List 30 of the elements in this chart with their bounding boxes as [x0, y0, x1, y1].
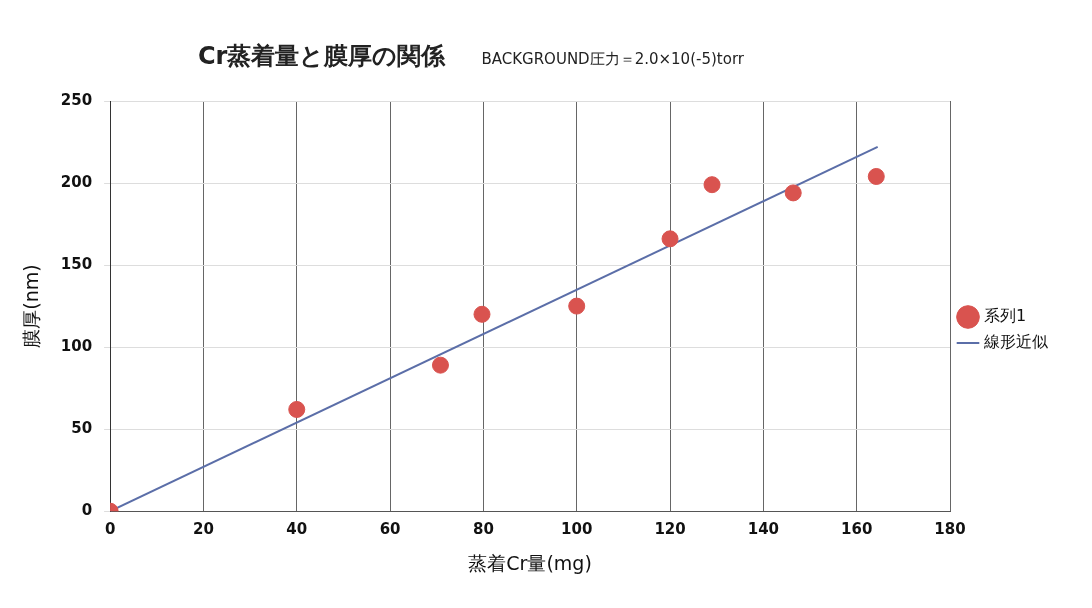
point	[703, 176, 721, 194]
point	[473, 305, 491, 323]
x-tick-label: 0	[104, 520, 116, 539]
x-tick-label: 60	[379, 520, 401, 539]
y-tick-label: 0	[81, 501, 93, 520]
y-tick-label: 50	[71, 419, 93, 438]
x-axis-title: 蒸着Cr量(mg)	[468, 551, 592, 574]
point	[568, 297, 586, 315]
legend-label: 線形近似	[983, 332, 1048, 352]
y-axis-title: 膜厚(nm)	[20, 264, 43, 348]
y-tick-label: 200	[60, 172, 93, 191]
y-tick-label: 150	[60, 254, 93, 273]
x-tick-label: 160	[841, 520, 873, 539]
point	[661, 230, 679, 248]
point	[784, 184, 802, 202]
point	[288, 400, 306, 418]
y-tick-label: 100	[60, 337, 93, 356]
point	[867, 167, 885, 185]
x-tick-label: 100	[561, 520, 593, 539]
x-tick-label: 120	[654, 520, 686, 539]
x-tick-label: 140	[747, 520, 780, 539]
y-tick-label: 250	[60, 90, 93, 109]
chart-subtitle: BACKGROUND圧力＝2.0×10(-5)torr	[481, 50, 744, 69]
x-tick-label: 80	[472, 520, 494, 539]
x-tick-label: 20	[192, 520, 214, 539]
legend-label: 系列1	[984, 306, 1027, 326]
point	[431, 356, 449, 374]
x-tick-label: 180	[934, 520, 966, 539]
chart-title: Cr蒸着量と膜厚の関係	[198, 41, 446, 72]
x-tick-label: 40	[286, 520, 308, 539]
